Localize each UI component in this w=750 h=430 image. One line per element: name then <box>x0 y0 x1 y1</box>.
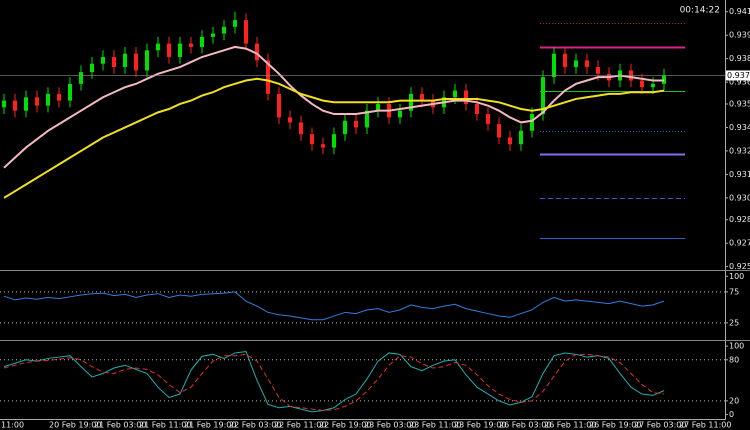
candle-body <box>123 53 127 68</box>
y-tick-label: 100 <box>729 272 744 281</box>
y-tick-label: 80 <box>729 355 739 364</box>
candle-body <box>35 97 39 106</box>
y-tick-label: 20 <box>729 396 739 405</box>
candle-body <box>288 117 292 123</box>
candle-body <box>101 57 105 64</box>
candle-body <box>200 36 204 47</box>
y-tick-label: 0.9314 <box>729 170 750 179</box>
candle-body <box>222 26 226 34</box>
time-label: 23 Feb 03:00 <box>364 421 416 430</box>
candle-body <box>530 114 534 131</box>
time-label: 20 Feb 19:00 <box>49 421 101 430</box>
time-label: 21 Feb 11:00 <box>139 421 191 430</box>
last-price-label: 0.9373 <box>727 71 750 80</box>
candle-body <box>266 60 270 94</box>
last-price-box <box>726 70 750 81</box>
y-tick-label: 0.9342 <box>729 123 750 132</box>
candle-body <box>563 53 567 68</box>
candle-body <box>299 122 303 135</box>
candle-body <box>640 80 644 88</box>
y-tick-label: 0.9369 <box>729 78 750 87</box>
time-label: 21 Feb 19:00 <box>184 421 236 430</box>
candle-body <box>497 124 501 138</box>
y-tick-label: 0.9411 <box>729 7 750 16</box>
y-tick-label: 0.9383 <box>729 54 750 63</box>
ma-line <box>3 77 665 199</box>
y-tick-label: 0.9259 <box>729 262 750 271</box>
candle-body <box>585 60 589 68</box>
time-label: 22 Feb 11:00 <box>274 421 326 430</box>
candle-body <box>332 134 336 148</box>
y-tick-label: 0.9273 <box>729 239 750 248</box>
candle-body <box>321 144 325 148</box>
candle-body <box>134 53 138 71</box>
time-label: 23 Feb 19:00 <box>454 421 506 430</box>
time-label: 22 Feb 19:00 <box>319 421 371 430</box>
time-label: 23 Feb 11:00 <box>409 421 461 430</box>
candle-body <box>2 100 6 108</box>
candle-body <box>310 134 314 145</box>
time-label: 21 Feb 03:00 <box>94 421 146 430</box>
indicator-line <box>3 291 665 321</box>
candle-body <box>651 83 655 88</box>
candle-body <box>365 110 369 128</box>
candle-body <box>519 130 523 145</box>
time-label: 26 Feb 03:00 <box>499 421 551 430</box>
candle-body <box>68 83 72 101</box>
candle-body <box>57 93 61 101</box>
candle-body <box>464 90 468 104</box>
candle-body <box>409 93 413 111</box>
candle-body <box>112 57 116 68</box>
time-label: 27 Feb 11:00 <box>679 421 731 430</box>
y-tick-label: 0.9287 <box>729 215 750 224</box>
candle-body <box>343 120 347 135</box>
candle-body <box>376 103 380 111</box>
y-tick-label: 100 <box>729 342 744 351</box>
y-tick-label: 75 <box>729 287 739 296</box>
candle-body <box>145 50 149 71</box>
time-label: 27 Feb 03:00 <box>634 421 686 430</box>
candle-body <box>178 43 182 58</box>
y-tick-label: 0.9397 <box>729 31 750 40</box>
candle-body <box>189 43 193 47</box>
candle-body <box>552 53 556 78</box>
clock: 00:14:22 <box>680 6 720 16</box>
y-tick-label: 25 <box>729 318 739 327</box>
candle-body <box>453 90 457 98</box>
ma-line <box>3 45 664 169</box>
candle-body <box>79 72 83 84</box>
candle-body <box>508 137 512 145</box>
candle-body <box>13 100 17 111</box>
candle-body <box>90 63 94 73</box>
time-label: 11:00 <box>1 421 24 430</box>
candle-body <box>398 110 402 118</box>
time-label: 22 Feb 03:00 <box>229 421 281 430</box>
candle-body <box>541 77 545 115</box>
candle-body <box>24 97 28 111</box>
y-tick-label: 0.9328 <box>729 146 750 155</box>
indicator-line <box>3 353 665 411</box>
indicator-line <box>3 351 665 413</box>
candle-body <box>211 33 215 37</box>
candle-body <box>255 43 259 61</box>
candle-body <box>156 43 160 51</box>
y-tick-label: 0 <box>729 410 734 419</box>
candle-body <box>354 120 358 128</box>
candle-body <box>277 93 281 118</box>
candle-body <box>167 43 171 58</box>
candle-body <box>420 93 424 101</box>
time-label: 26 Feb 19:00 <box>589 421 641 430</box>
candle-body <box>233 20 237 27</box>
candle-body <box>244 20 248 44</box>
y-tick-label: 0.9356 <box>729 99 750 108</box>
candle-body <box>46 93 50 106</box>
candle-body <box>486 114 490 125</box>
time-label: 26 Feb 11:00 <box>544 421 596 430</box>
candle-body <box>596 67 600 74</box>
candle-body <box>475 103 479 115</box>
candle-body <box>574 60 578 68</box>
